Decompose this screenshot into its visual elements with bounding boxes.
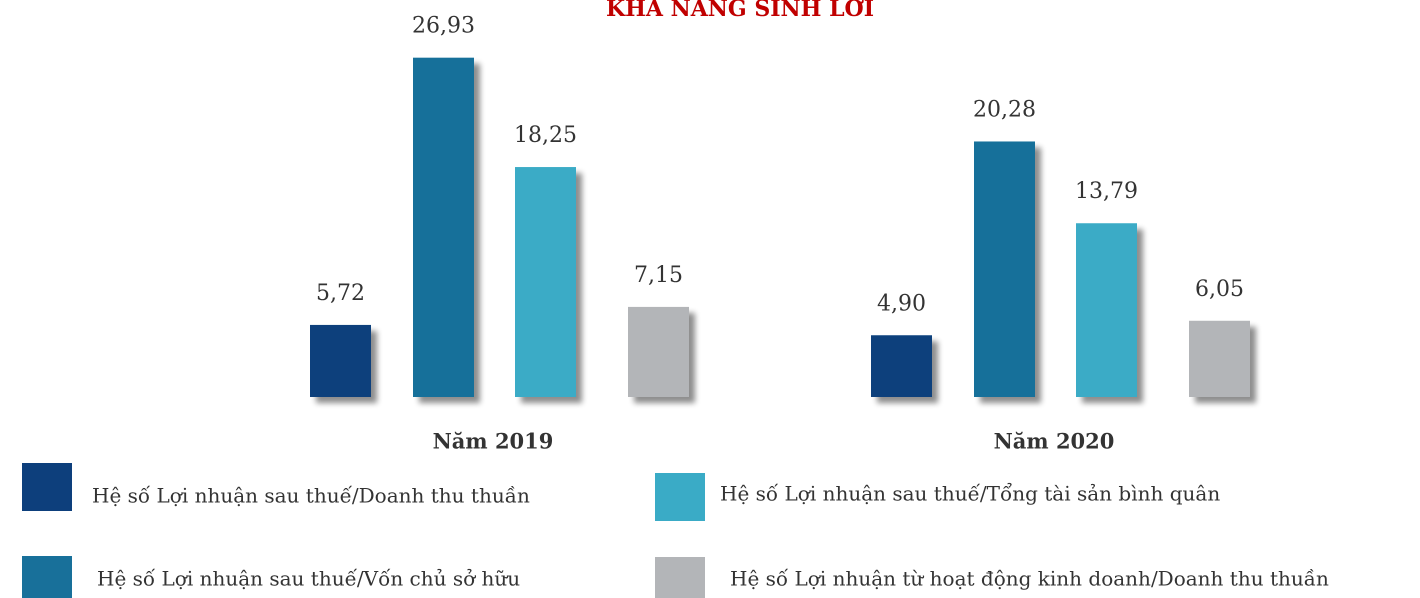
category-label: Năm 2019: [433, 429, 554, 454]
category-label: Năm 2020: [994, 429, 1115, 454]
bar: [413, 57, 474, 397]
bar: [871, 335, 932, 397]
legend-swatch: [22, 463, 72, 511]
value-label: 13,79: [1075, 179, 1138, 204]
value-label: 4,90: [877, 291, 926, 316]
legend-swatch: [655, 473, 705, 521]
bar: [515, 167, 576, 397]
bar: [628, 306, 689, 397]
value-label: 26,93: [412, 14, 475, 39]
bar: [1076, 223, 1137, 397]
bar: [974, 141, 1035, 397]
bar: [310, 324, 371, 397]
legend-swatch: [655, 557, 705, 598]
legend-label: Hệ số Lợi nhuận sau thuế/Vốn chủ sở hữu: [97, 567, 520, 591]
legend-swatch: [22, 556, 72, 598]
bar: [1189, 320, 1250, 397]
value-label: 18,25: [514, 123, 577, 148]
value-label: 7,15: [634, 263, 683, 288]
value-label: 5,72: [316, 281, 365, 306]
legend-label: Hệ số Lợi nhuận sau thuế/Doanh thu thuần: [92, 484, 530, 508]
value-label: 20,28: [973, 97, 1036, 122]
chart-title: KHẢ NĂNG SINH LỜI: [606, 0, 874, 22]
legend-label: Hệ số Lợi nhuận sau thuế/Tổng tài sản bì…: [720, 482, 1220, 506]
value-label: 6,05: [1195, 277, 1244, 302]
legend-label: Hệ số Lợi nhuận từ hoạt động kinh doanh/…: [730, 567, 1329, 591]
